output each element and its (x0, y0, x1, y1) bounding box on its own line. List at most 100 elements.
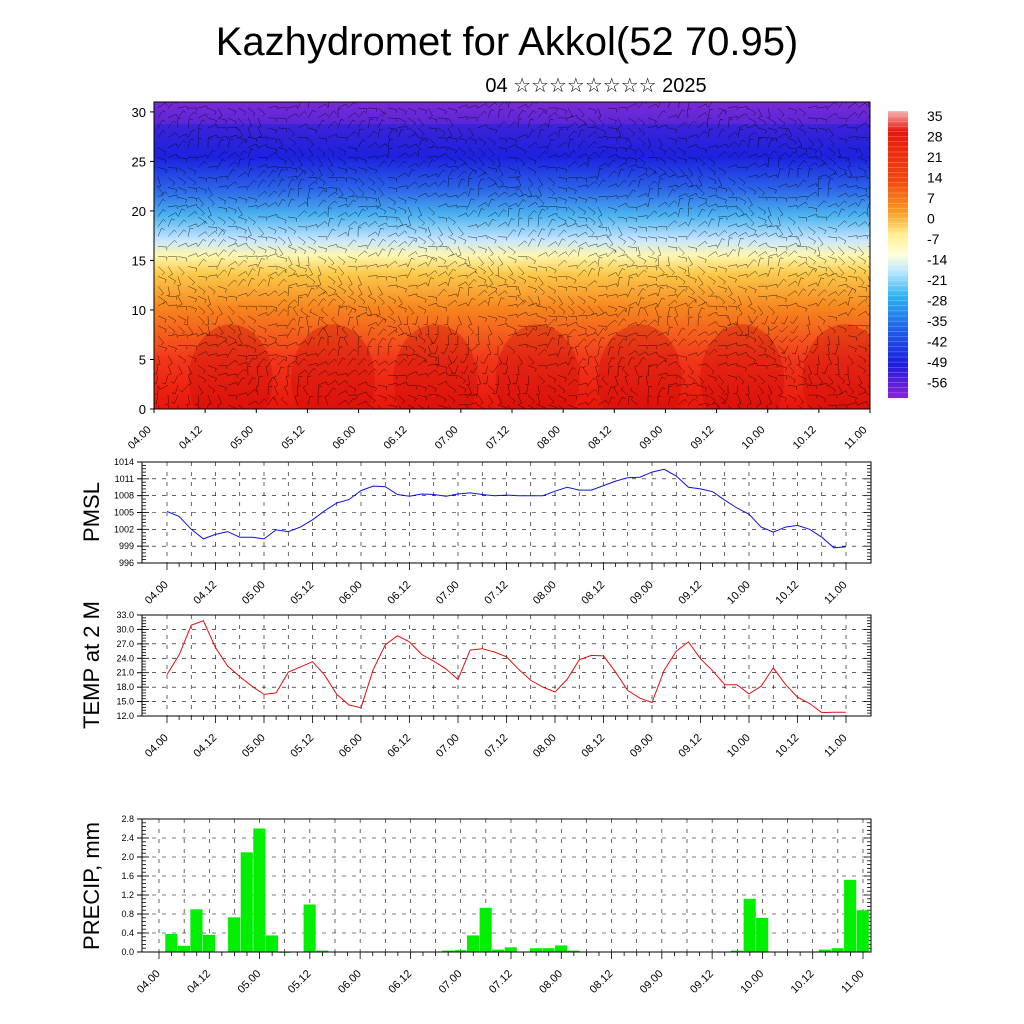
wind-barb-flag (354, 348, 357, 352)
wind-barb (787, 384, 797, 387)
wind-barb (306, 316, 309, 326)
wind-barb (667, 200, 675, 208)
wind-barb-flag (361, 193, 365, 197)
wind-barb-flag (771, 139, 775, 142)
wind-barb-flag (306, 274, 308, 279)
wind-barb (767, 394, 772, 404)
x-tick-label: 09.00 (628, 579, 656, 607)
wind-barb (697, 403, 707, 406)
wind-barb-flag (325, 370, 328, 374)
wind-barb-flag (674, 289, 677, 294)
wind-barb (307, 287, 312, 297)
wind-barb (667, 326, 670, 336)
wind-barb (797, 117, 804, 126)
y-tick-label: 18.0 (116, 682, 134, 692)
wind-barb-flag (598, 224, 603, 227)
wind-barb-flag (820, 277, 825, 280)
wind-barb (867, 147, 870, 150)
wind-barb (637, 297, 642, 307)
wind-barb (181, 385, 189, 393)
wind-barb-flag (555, 213, 558, 217)
wind-barb-flag (753, 121, 757, 126)
wind-barb-flag (446, 371, 448, 376)
wind-barb-flag (262, 179, 266, 182)
wind-barb-flag (309, 273, 313, 277)
wind-barb (497, 290, 506, 297)
wind-barb-flag (683, 338, 687, 342)
wind-barb-flag (495, 183, 498, 187)
wind-barb (477, 202, 486, 208)
wind-barb-flag (669, 326, 673, 328)
wind-barb-flag (201, 322, 205, 325)
wind-barb-flag (203, 379, 206, 384)
wind-barb (527, 129, 533, 138)
wind-barb (317, 167, 323, 176)
wind-barb (827, 278, 834, 287)
wind-barb (837, 266, 844, 274)
wind-barb-flag (519, 362, 523, 366)
wind-barb-flag (425, 192, 428, 197)
wind-barb-flag (685, 193, 688, 197)
wind-barb-flag (303, 358, 307, 362)
wind-barb (547, 353, 557, 356)
wind-barb-flag (456, 204, 458, 209)
wind-barb (367, 338, 374, 346)
wind-barb (667, 167, 676, 174)
wind-barb (767, 305, 775, 313)
wind-barb (377, 328, 384, 336)
wind-barb-flag (295, 360, 298, 365)
wind-barb (387, 276, 397, 279)
wind-barb (687, 352, 697, 356)
wind-barb-flag (456, 293, 458, 298)
wind-barb-flag (713, 281, 716, 285)
wind-barb-flag (266, 292, 268, 297)
wind-barb-flag (427, 414, 430, 415)
wind-barb (300, 310, 309, 317)
wind-barb-flag (362, 208, 366, 212)
wind-barb-flag (763, 211, 766, 215)
wind-barb-flag (695, 248, 698, 252)
y-tick-label: 1014 (114, 457, 134, 467)
wind-barb-flag (236, 297, 238, 301)
wind-barb (327, 348, 334, 356)
wind-barb-flag (484, 410, 486, 413)
wind-barb-flag (340, 119, 345, 121)
wind-barb-flag (596, 313, 598, 317)
wind-barb-flag (183, 172, 186, 176)
wind-barb (737, 232, 746, 237)
wind-barb (817, 137, 824, 146)
wind-barb (477, 171, 486, 178)
wind-barb (787, 375, 796, 381)
wind-barb-flag (794, 398, 797, 403)
wind-barb (657, 157, 667, 163)
wind-barb (447, 325, 452, 335)
wind-barb (620, 389, 629, 396)
wind-barb (697, 339, 706, 346)
wind-barb (857, 276, 865, 283)
wind-barb-flag (533, 260, 537, 265)
wind-barb-flag (825, 268, 828, 272)
wind-barb (417, 262, 427, 267)
wind-barb (627, 256, 635, 263)
wind-barb (497, 335, 504, 344)
wind-barb (767, 216, 773, 226)
wind-barb (647, 386, 649, 396)
wind-barb-flag (394, 398, 397, 403)
wind-barb (447, 107, 457, 111)
wind-barb (347, 177, 357, 181)
wind-barb-flag (363, 358, 367, 361)
wind-barb-flag (335, 191, 338, 195)
wind-barb (397, 185, 407, 188)
wind-barb (467, 315, 472, 325)
wind-barb (857, 234, 867, 237)
wind-barb (727, 177, 736, 183)
wind-barb (327, 102, 330, 109)
wind-barb (357, 177, 365, 185)
wind-barb (767, 246, 777, 249)
wind-barb-flag (583, 211, 586, 215)
wind-barb-flag (685, 357, 688, 361)
wind-barb (827, 291, 836, 297)
wind-barb (477, 235, 487, 237)
wind-barb-flag (421, 222, 425, 226)
wind-barb (227, 181, 236, 188)
